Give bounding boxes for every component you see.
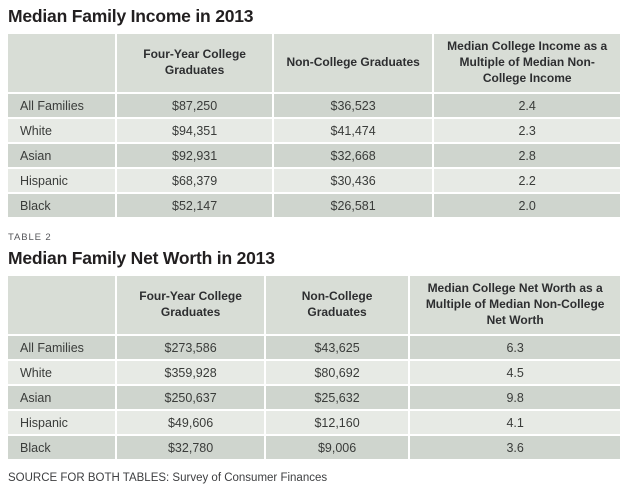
table-cell: $49,606: [117, 411, 264, 434]
table-cell: 2.0: [434, 194, 620, 217]
column-header-multiple: Median College Net Worth as a Multiple o…: [410, 276, 620, 334]
table-cell: $25,632: [265, 386, 409, 409]
column-header-college: Four-Year College Graduates: [117, 276, 264, 334]
table-cell: 6.3: [410, 336, 620, 359]
column-header-blank: [8, 276, 116, 334]
row-label: Black: [8, 436, 116, 459]
table1-title: Median Family Income in 2013: [8, 6, 254, 26]
net-worth-table: Four-Year College Graduates Non-College …: [8, 276, 620, 459]
table-cell: $92,931: [117, 144, 272, 167]
table-row: Hispanic $68,379 $30,436 2.2: [8, 169, 620, 192]
row-label: All Families: [8, 94, 116, 117]
column-header-noncollege: Non-College Graduates: [273, 34, 433, 92]
column-header-college: Four-Year College Graduates: [117, 34, 272, 92]
row-label: All Families: [8, 336, 116, 359]
row-label: Hispanic: [8, 411, 116, 434]
table-row: All Families $273,586 $43,625 6.3: [8, 336, 620, 359]
table-row: Asian $92,931 $32,668 2.8: [8, 144, 620, 167]
table-header-row: Four-Year College Graduates Non-College …: [8, 276, 620, 334]
table-cell: $36,523: [273, 94, 433, 117]
table-cell: $12,160: [265, 411, 409, 434]
table-cell: $32,668: [273, 144, 433, 167]
table2-title: Median Family Net Worth in 2013: [8, 248, 275, 268]
table-cell: 4.5: [410, 361, 620, 384]
table-row: All Families $87,250 $36,523 2.4: [8, 94, 620, 117]
table-cell: $30,436: [273, 169, 433, 192]
table-cell: $80,692: [265, 361, 409, 384]
table-row: White $359,928 $80,692 4.5: [8, 361, 620, 384]
table-cell: $94,351: [117, 119, 272, 142]
table-cell: $250,637: [117, 386, 264, 409]
row-label: White: [8, 361, 116, 384]
table-row: Asian $250,637 $25,632 9.8: [8, 386, 620, 409]
row-label: Asian: [8, 144, 116, 167]
table-cell: $273,586: [117, 336, 264, 359]
table2-label: TABLE 2: [8, 232, 52, 243]
table-cell: $9,006: [265, 436, 409, 459]
table-cell: 2.4: [434, 94, 620, 117]
table-cell: 2.8: [434, 144, 620, 167]
income-table: Four-Year College Graduates Non-College …: [8, 34, 620, 217]
table-row: Hispanic $49,606 $12,160 4.1: [8, 411, 620, 434]
table-cell: $43,625: [265, 336, 409, 359]
column-header-noncollege: Non-College Graduates: [265, 276, 409, 334]
row-label: Black: [8, 194, 116, 217]
table-cell: 2.3: [434, 119, 620, 142]
table-cell: 2.2: [434, 169, 620, 192]
column-header-multiple: Median College Income as a Multiple of M…: [434, 34, 620, 92]
table-cell: 3.6: [410, 436, 620, 459]
table-row: White $94,351 $41,474 2.3: [8, 119, 620, 142]
table-cell: 9.8: [410, 386, 620, 409]
column-header-blank: [8, 34, 116, 92]
row-label: Asian: [8, 386, 116, 409]
table-row: Black $52,147 $26,581 2.0: [8, 194, 620, 217]
table-cell: $68,379: [117, 169, 272, 192]
table-cell: $87,250: [117, 94, 272, 117]
table-header-row: Four-Year College Graduates Non-College …: [8, 34, 620, 92]
table-cell: $52,147: [117, 194, 272, 217]
table-cell: 4.1: [410, 411, 620, 434]
table-cell: $41,474: [273, 119, 433, 142]
row-label: White: [8, 119, 116, 142]
table-cell: $32,780: [117, 436, 264, 459]
table-cell: $359,928: [117, 361, 264, 384]
source-note: SOURCE FOR BOTH TABLES: Survey of Consum…: [8, 472, 328, 484]
table-cell: $26,581: [273, 194, 433, 217]
table-row: Black $32,780 $9,006 3.6: [8, 436, 620, 459]
row-label: Hispanic: [8, 169, 116, 192]
